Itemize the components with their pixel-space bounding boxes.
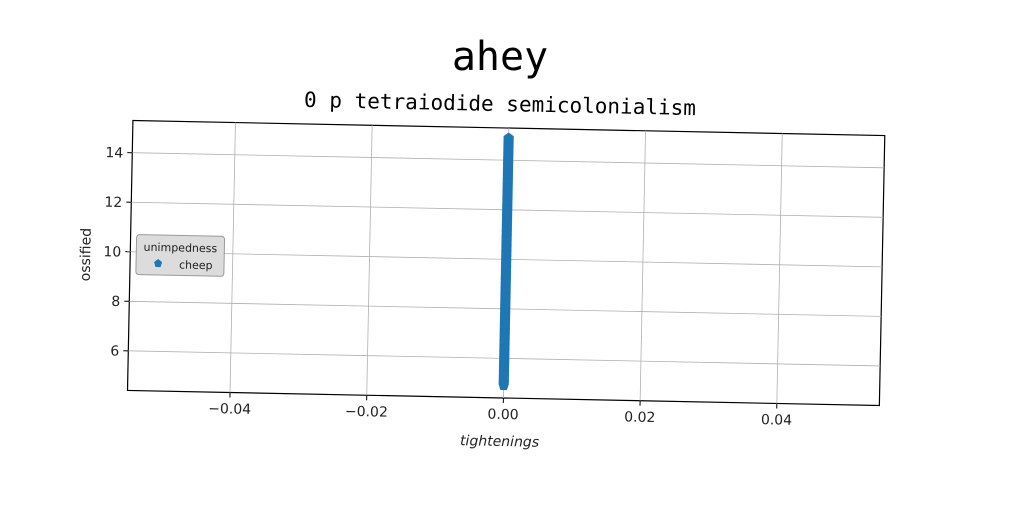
x-axis-label: tightenings xyxy=(460,433,539,451)
legend-marker-icon xyxy=(154,259,163,268)
y-axis-ticks: 6 8 10 12 14 xyxy=(103,145,133,360)
legend-title: unimpedness xyxy=(143,241,217,255)
legend: unimpedness cheep xyxy=(135,234,226,277)
y-tick-label: 12 xyxy=(104,195,122,211)
y-tick-label: 14 xyxy=(105,145,123,161)
y-tick-label: 8 xyxy=(111,294,120,310)
x-gridline xyxy=(776,133,783,404)
x-gridline xyxy=(229,122,236,393)
x-tick-label: 0.00 xyxy=(487,407,518,424)
x-tick-label: −0.04 xyxy=(208,401,251,418)
x-gridline xyxy=(639,130,646,401)
y-tick-label: 10 xyxy=(103,244,121,260)
scatter-points xyxy=(498,132,514,391)
y-axis-label: ossified xyxy=(78,228,95,282)
scatter-point xyxy=(503,132,514,143)
x-axis-ticks: −0.04 −0.02 0.00 0.02 0.04 xyxy=(208,392,792,429)
plot-area: −0.04 −0.02 0.00 0.02 0.04 6 8 10 12 14 tighteni… xyxy=(78,119,886,451)
y-tick-label: 6 xyxy=(110,343,119,359)
chart-title: ahey xyxy=(451,34,549,80)
x-gridline xyxy=(366,125,373,396)
x-tick-label: 0.04 xyxy=(761,412,793,429)
legend-entry-cheep: cheep xyxy=(179,258,213,272)
x-tick-label: −0.02 xyxy=(345,404,388,421)
x-tick-label: 0.02 xyxy=(624,409,655,426)
